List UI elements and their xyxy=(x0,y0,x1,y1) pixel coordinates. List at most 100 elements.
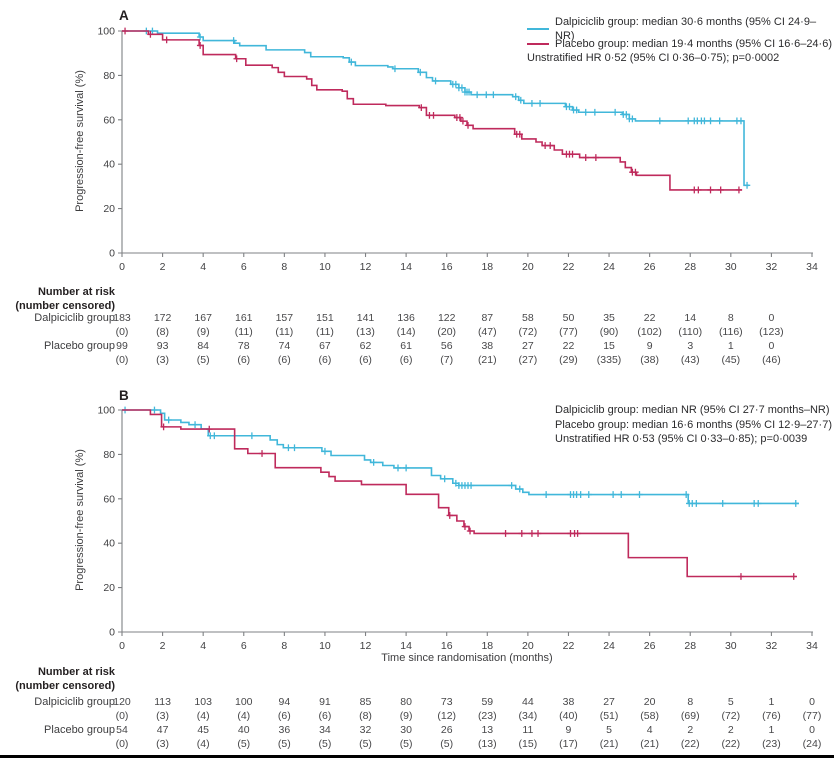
y-tick-label: 40 xyxy=(103,159,115,171)
x-tick-label: 18 xyxy=(481,640,493,652)
risk-table-subheader: (number censored) xyxy=(15,300,115,312)
risk-at_risk-value: 99 xyxy=(116,340,128,352)
risk-censored-value: (7) xyxy=(440,354,454,366)
risk-at_risk-value: 20 xyxy=(643,696,656,708)
risk-censored-value: (47) xyxy=(477,326,497,338)
legend-item-dalpiciclib: Dalpiciclib group: median NR (95% CI 27·… xyxy=(555,404,830,416)
x-tick-label: 28 xyxy=(684,261,696,273)
risk-censored-value: (40) xyxy=(559,710,578,722)
km-curve-dalpiciclib xyxy=(122,409,799,505)
panel-a-label: A xyxy=(119,8,129,23)
x-tick-label: 0 xyxy=(119,261,125,273)
risk-at_risk-value: 172 xyxy=(153,312,172,324)
risk-censored-value: (13) xyxy=(477,738,497,750)
x-tick-label: 0 xyxy=(119,640,125,652)
x-axis-title: Time since randomisation (months) xyxy=(381,652,553,664)
risk-at_risk-value: 40 xyxy=(237,724,250,736)
risk-at_risk-value: 59 xyxy=(481,696,494,708)
risk-censored-value: (6) xyxy=(359,354,372,366)
y-tick-label: 20 xyxy=(103,582,115,594)
risk-censored-value: (110) xyxy=(678,326,703,338)
risk-censored-value: (21) xyxy=(477,354,497,366)
risk-censored-value: (3) xyxy=(156,710,169,722)
x-tick-label: 8 xyxy=(281,261,287,273)
risk-censored-value: (4) xyxy=(196,738,210,750)
x-tick-label: 26 xyxy=(644,261,656,273)
risk-censored-value: (43) xyxy=(680,354,700,366)
axis xyxy=(118,30,813,257)
legend-b: Dalpiciclib group: median NR (95% CI 27·… xyxy=(555,403,832,447)
risk-at_risk-value: 8 xyxy=(727,312,734,324)
x-tick-label: 4 xyxy=(200,640,206,652)
risk-censored-value: (5) xyxy=(399,738,413,750)
risk-row-label-dalpiciclib: Dalpiciclib group xyxy=(34,312,115,324)
risk-at_risk-value: 94 xyxy=(278,696,291,708)
y-axis-title-a: Progression-free survival (%) xyxy=(74,70,86,212)
censor-marks-placebo xyxy=(160,423,797,580)
dalpiciclib-line-swatch xyxy=(527,28,549,31)
risk-censored-value: (72) xyxy=(721,710,741,722)
censor-marks-placebo xyxy=(121,27,743,194)
risk-censored-value: (9) xyxy=(196,326,210,338)
risk-at_risk-value: 27 xyxy=(522,340,534,352)
risk-table-header: Number at risk xyxy=(37,666,115,678)
x-tick-label: 34 xyxy=(806,640,818,652)
risk-at_risk-value: 157 xyxy=(275,312,294,324)
x-tick-label: 16 xyxy=(441,261,453,273)
risk-at_risk-value: 5 xyxy=(606,724,612,736)
risk-censored-value: (34) xyxy=(518,710,538,722)
risk-table-subheader: (number censored) xyxy=(15,680,115,692)
risk-at_risk-value: 113 xyxy=(154,696,171,708)
risk-at_risk-value: 8 xyxy=(687,696,694,708)
x-tick-label: 8 xyxy=(281,640,287,652)
legend-a: Dalpiciclib group: median 30·6 months (9… xyxy=(527,16,834,66)
risk-table-header: Number at risk xyxy=(37,286,115,298)
y-tick-label: 80 xyxy=(103,449,115,461)
risk-censored-value: (77) xyxy=(559,326,578,338)
risk-at_risk-value: 141 xyxy=(356,312,375,324)
x-tick-label: 20 xyxy=(522,640,534,652)
risk-at_risk-value: 136 xyxy=(397,312,415,324)
risk-censored-value: (21) xyxy=(640,738,659,750)
risk-at_risk-value: 103 xyxy=(194,696,212,708)
risk-censored-value: (17) xyxy=(559,738,578,750)
placebo-line-swatch xyxy=(527,42,549,45)
risk-at_risk-value: 44 xyxy=(522,696,534,708)
risk-censored-value: (0) xyxy=(115,326,129,338)
risk-censored-value: (9) xyxy=(399,710,413,722)
risk-censored-value: (6) xyxy=(277,354,291,366)
risk-at_risk-value: 87 xyxy=(481,312,494,324)
risk-censored-value: (27) xyxy=(518,354,538,366)
risk-at_risk-value: 5 xyxy=(727,696,734,708)
risk-at_risk-value: 122 xyxy=(437,312,456,324)
y-tick-label: 0 xyxy=(109,627,115,639)
y-tick-label: 60 xyxy=(103,493,115,505)
risk-censored-value: (6) xyxy=(318,354,332,366)
risk-censored-value: (22) xyxy=(680,738,700,750)
x-tick-label: 32 xyxy=(766,261,778,273)
risk-at_risk-value: 58 xyxy=(522,312,534,324)
axis xyxy=(118,409,813,636)
risk-censored-value: (11) xyxy=(315,326,334,338)
bottom-rule xyxy=(0,755,834,758)
x-tick-label: 18 xyxy=(481,261,493,273)
risk-at_risk-value: 34 xyxy=(319,724,331,736)
x-tick-label: 10 xyxy=(319,640,331,652)
x-tick-label: 26 xyxy=(644,640,656,652)
risk-censored-value: (22) xyxy=(721,738,741,750)
x-tick-label: 14 xyxy=(400,261,412,273)
risk-at_risk-value: 27 xyxy=(603,696,615,708)
risk-at_risk-value: 80 xyxy=(400,696,412,708)
risk-censored-value: (5) xyxy=(359,738,372,750)
risk-censored-value: (8) xyxy=(156,326,169,338)
x-tick-label: 28 xyxy=(684,640,696,652)
risk-censored-value: (3) xyxy=(156,354,169,366)
risk-censored-value: (0) xyxy=(115,710,129,722)
risk-censored-value: (23) xyxy=(477,710,497,722)
risk-at_risk-value: 2 xyxy=(687,724,694,736)
legend-text: Placebo group: median 19·4 months (95% C… xyxy=(555,37,832,50)
hr-note: Unstratified HR 0·52 (95% CI 0·36–0·75);… xyxy=(527,52,780,64)
risk-censored-value: (102) xyxy=(637,326,662,338)
